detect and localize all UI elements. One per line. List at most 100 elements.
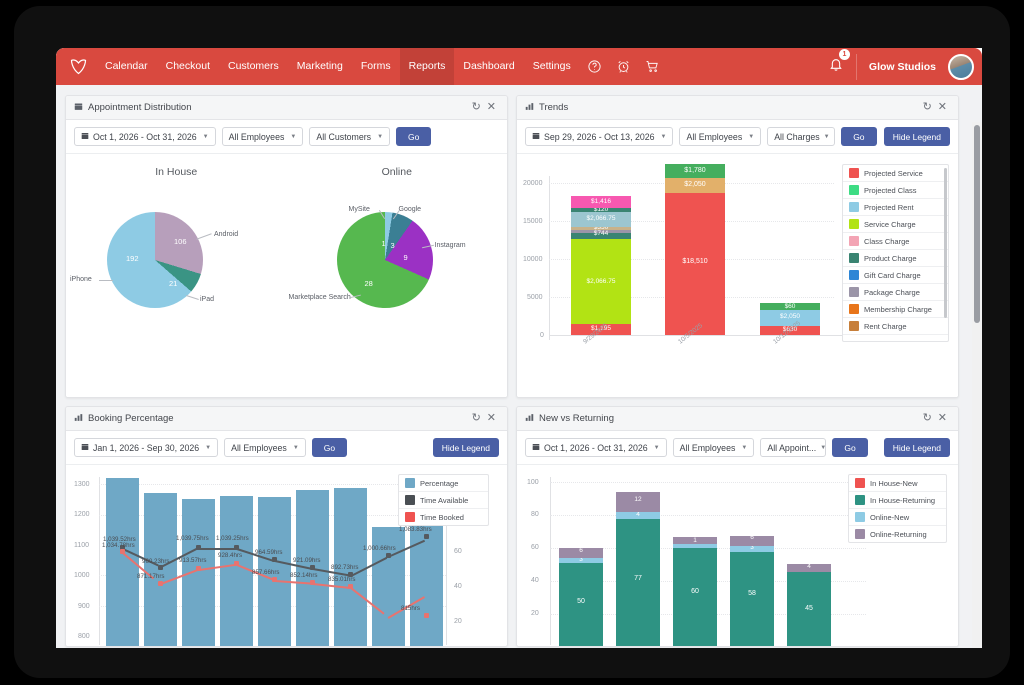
legend-item[interactable]: Class Charge bbox=[843, 233, 948, 250]
bar-segment-online-returning[interactable] bbox=[730, 536, 774, 546]
help-circle-icon[interactable] bbox=[580, 59, 609, 74]
date-range-picker[interactable]: Sep 29, 2026 - Oct 13, 2026 ▼ bbox=[525, 127, 674, 146]
bar-segment-in-house-returning[interactable] bbox=[616, 519, 660, 646]
toggle-legend-button[interactable]: Hide Legend bbox=[883, 127, 950, 146]
date-range-picker[interactable]: Oct 1, 2026 - Oct 31, 2026 ▼ bbox=[74, 127, 216, 146]
nav-item-forms[interactable]: Forms bbox=[360, 60, 391, 72]
bar-segment-online-returning[interactable] bbox=[616, 492, 660, 512]
legend-item[interactable]: Gift Card Charge bbox=[843, 267, 948, 284]
employee-filter-select[interactable]: All Employees ▼ bbox=[679, 127, 762, 146]
bar-segment-in-house-returning[interactable] bbox=[787, 572, 831, 646]
bar-segment-online-new[interactable] bbox=[673, 544, 717, 548]
appointment-filter-select[interactable]: All Appoint... ▼ bbox=[760, 438, 827, 457]
data-point-booked[interactable] bbox=[272, 577, 277, 582]
legend-scrollbar[interactable] bbox=[944, 168, 947, 318]
close-icon[interactable]: ✕ bbox=[937, 412, 947, 424]
bar-segment[interactable] bbox=[760, 326, 820, 335]
bar-segment[interactable] bbox=[665, 164, 725, 178]
page-scrollbar-thumb[interactable] bbox=[974, 125, 980, 323]
legend-item[interactable]: Online-New bbox=[849, 509, 946, 526]
nav-item-customers[interactable]: Customers bbox=[227, 60, 279, 72]
data-point-booked[interactable] bbox=[196, 566, 201, 571]
refresh-icon[interactable]: ↻ bbox=[471, 101, 481, 113]
legend-item[interactable]: In House-Returning bbox=[849, 492, 946, 509]
legend-item[interactable]: Projected Class bbox=[843, 182, 948, 199]
bar-percentage[interactable] bbox=[372, 527, 405, 646]
refresh-icon[interactable]: ↻ bbox=[471, 412, 481, 424]
bar-segment[interactable] bbox=[760, 310, 820, 326]
bar-segment[interactable] bbox=[571, 212, 631, 227]
data-point-booked[interactable] bbox=[120, 549, 125, 554]
bar-percentage[interactable] bbox=[220, 496, 253, 646]
bar-segment[interactable] bbox=[571, 239, 631, 324]
nav-item-marketing[interactable]: Marketing bbox=[296, 60, 343, 72]
legend-item[interactable]: Time Booked bbox=[399, 509, 488, 525]
data-point-available[interactable] bbox=[196, 545, 201, 550]
employee-filter-select[interactable]: All Employees ▼ bbox=[672, 438, 755, 457]
notification-bell-icon[interactable]: 1 bbox=[816, 49, 856, 77]
legend-item[interactable]: Percentage bbox=[399, 475, 488, 492]
bar-segment-online-new[interactable] bbox=[730, 546, 774, 552]
user-avatar[interactable] bbox=[948, 53, 974, 80]
bar-percentage[interactable] bbox=[410, 523, 443, 646]
nav-item-checkout[interactable]: Checkout bbox=[165, 60, 210, 72]
close-icon[interactable]: ✕ bbox=[486, 412, 496, 424]
legend-item[interactable]: Membership Charge bbox=[843, 301, 948, 318]
bar-segment-online-returning[interactable] bbox=[787, 564, 831, 572]
data-point-booked[interactable] bbox=[348, 584, 353, 589]
date-range-picker[interactable]: Jan 1, 2026 - Sep 30, 2026 ▼ bbox=[74, 438, 219, 457]
bar-segment[interactable] bbox=[571, 230, 631, 233]
bar-segment-online-returning[interactable] bbox=[673, 537, 717, 544]
bar-segment-in-house-returning[interactable] bbox=[730, 552, 774, 646]
bar-segment[interactable] bbox=[571, 227, 631, 230]
legend-item[interactable]: Online-Returning bbox=[849, 526, 946, 542]
nav-item-settings[interactable]: Settings bbox=[532, 60, 571, 72]
legend-item[interactable]: Projected Service bbox=[843, 165, 948, 182]
date-range-picker[interactable]: Oct 1, 2026 - Oct 31, 2026 ▼ bbox=[525, 438, 667, 457]
nav-item-dashboard[interactable]: Dashboard bbox=[463, 60, 515, 72]
data-point-available[interactable] bbox=[310, 565, 315, 570]
alarm-clock-icon[interactable] bbox=[609, 59, 638, 74]
legend-item[interactable]: Rent Charge bbox=[843, 318, 948, 335]
bar-segment[interactable] bbox=[571, 233, 631, 239]
data-point-booked[interactable] bbox=[234, 561, 239, 566]
app-logo-icon[interactable] bbox=[56, 56, 96, 77]
data-point-available[interactable] bbox=[120, 545, 125, 550]
go-button[interactable]: Go bbox=[832, 438, 868, 457]
bar-segment-online-new[interactable] bbox=[559, 558, 603, 563]
close-icon[interactable]: ✕ bbox=[937, 101, 947, 113]
bar-segment[interactable] bbox=[665, 193, 725, 335]
bar-segment[interactable] bbox=[571, 196, 631, 208]
customer-filter-select[interactable]: All Customers ▼ bbox=[309, 127, 391, 146]
go-button[interactable]: Go bbox=[311, 438, 348, 457]
nav-item-reports[interactable]: Reports bbox=[399, 48, 455, 85]
go-button[interactable]: Go bbox=[396, 127, 432, 146]
bar-segment-online-new[interactable] bbox=[616, 512, 660, 519]
data-point-booked[interactable] bbox=[310, 580, 315, 585]
bar-percentage[interactable] bbox=[258, 497, 291, 646]
employee-filter-select[interactable]: All Employees ▼ bbox=[221, 127, 304, 146]
data-point-booked[interactable] bbox=[424, 613, 429, 618]
close-icon[interactable]: ✕ bbox=[486, 101, 496, 113]
employee-filter-select[interactable]: All Employees ▼ bbox=[224, 438, 306, 457]
legend-item[interactable]: Projected Rent bbox=[843, 199, 948, 216]
bar-segment[interactable] bbox=[571, 208, 631, 212]
bar-segment-online-returning[interactable] bbox=[559, 548, 603, 558]
legend-item[interactable]: In House-New bbox=[849, 475, 946, 492]
bar-segment[interactable] bbox=[571, 324, 631, 335]
data-point-available[interactable] bbox=[348, 572, 353, 577]
toggle-legend-button[interactable]: Hide Legend bbox=[883, 438, 950, 457]
data-point-booked[interactable] bbox=[158, 581, 163, 586]
data-point-available[interactable] bbox=[272, 557, 277, 562]
nav-item-calendar[interactable]: Calendar bbox=[105, 60, 148, 72]
legend-item[interactable]: Time Available bbox=[399, 492, 488, 509]
legend-item[interactable]: Service Charge bbox=[843, 216, 948, 233]
charge-filter-select[interactable]: All Charges ▼ bbox=[767, 127, 836, 146]
refresh-icon[interactable]: ↻ bbox=[922, 412, 932, 424]
legend-item[interactable]: Product Charge bbox=[843, 250, 948, 267]
toggle-legend-button[interactable]: Hide Legend bbox=[432, 438, 499, 457]
data-point-available[interactable] bbox=[386, 553, 391, 558]
studio-name-label[interactable]: Glow Studios bbox=[855, 53, 948, 80]
bar-segment[interactable] bbox=[760, 303, 820, 310]
data-point-available[interactable] bbox=[158, 565, 163, 570]
